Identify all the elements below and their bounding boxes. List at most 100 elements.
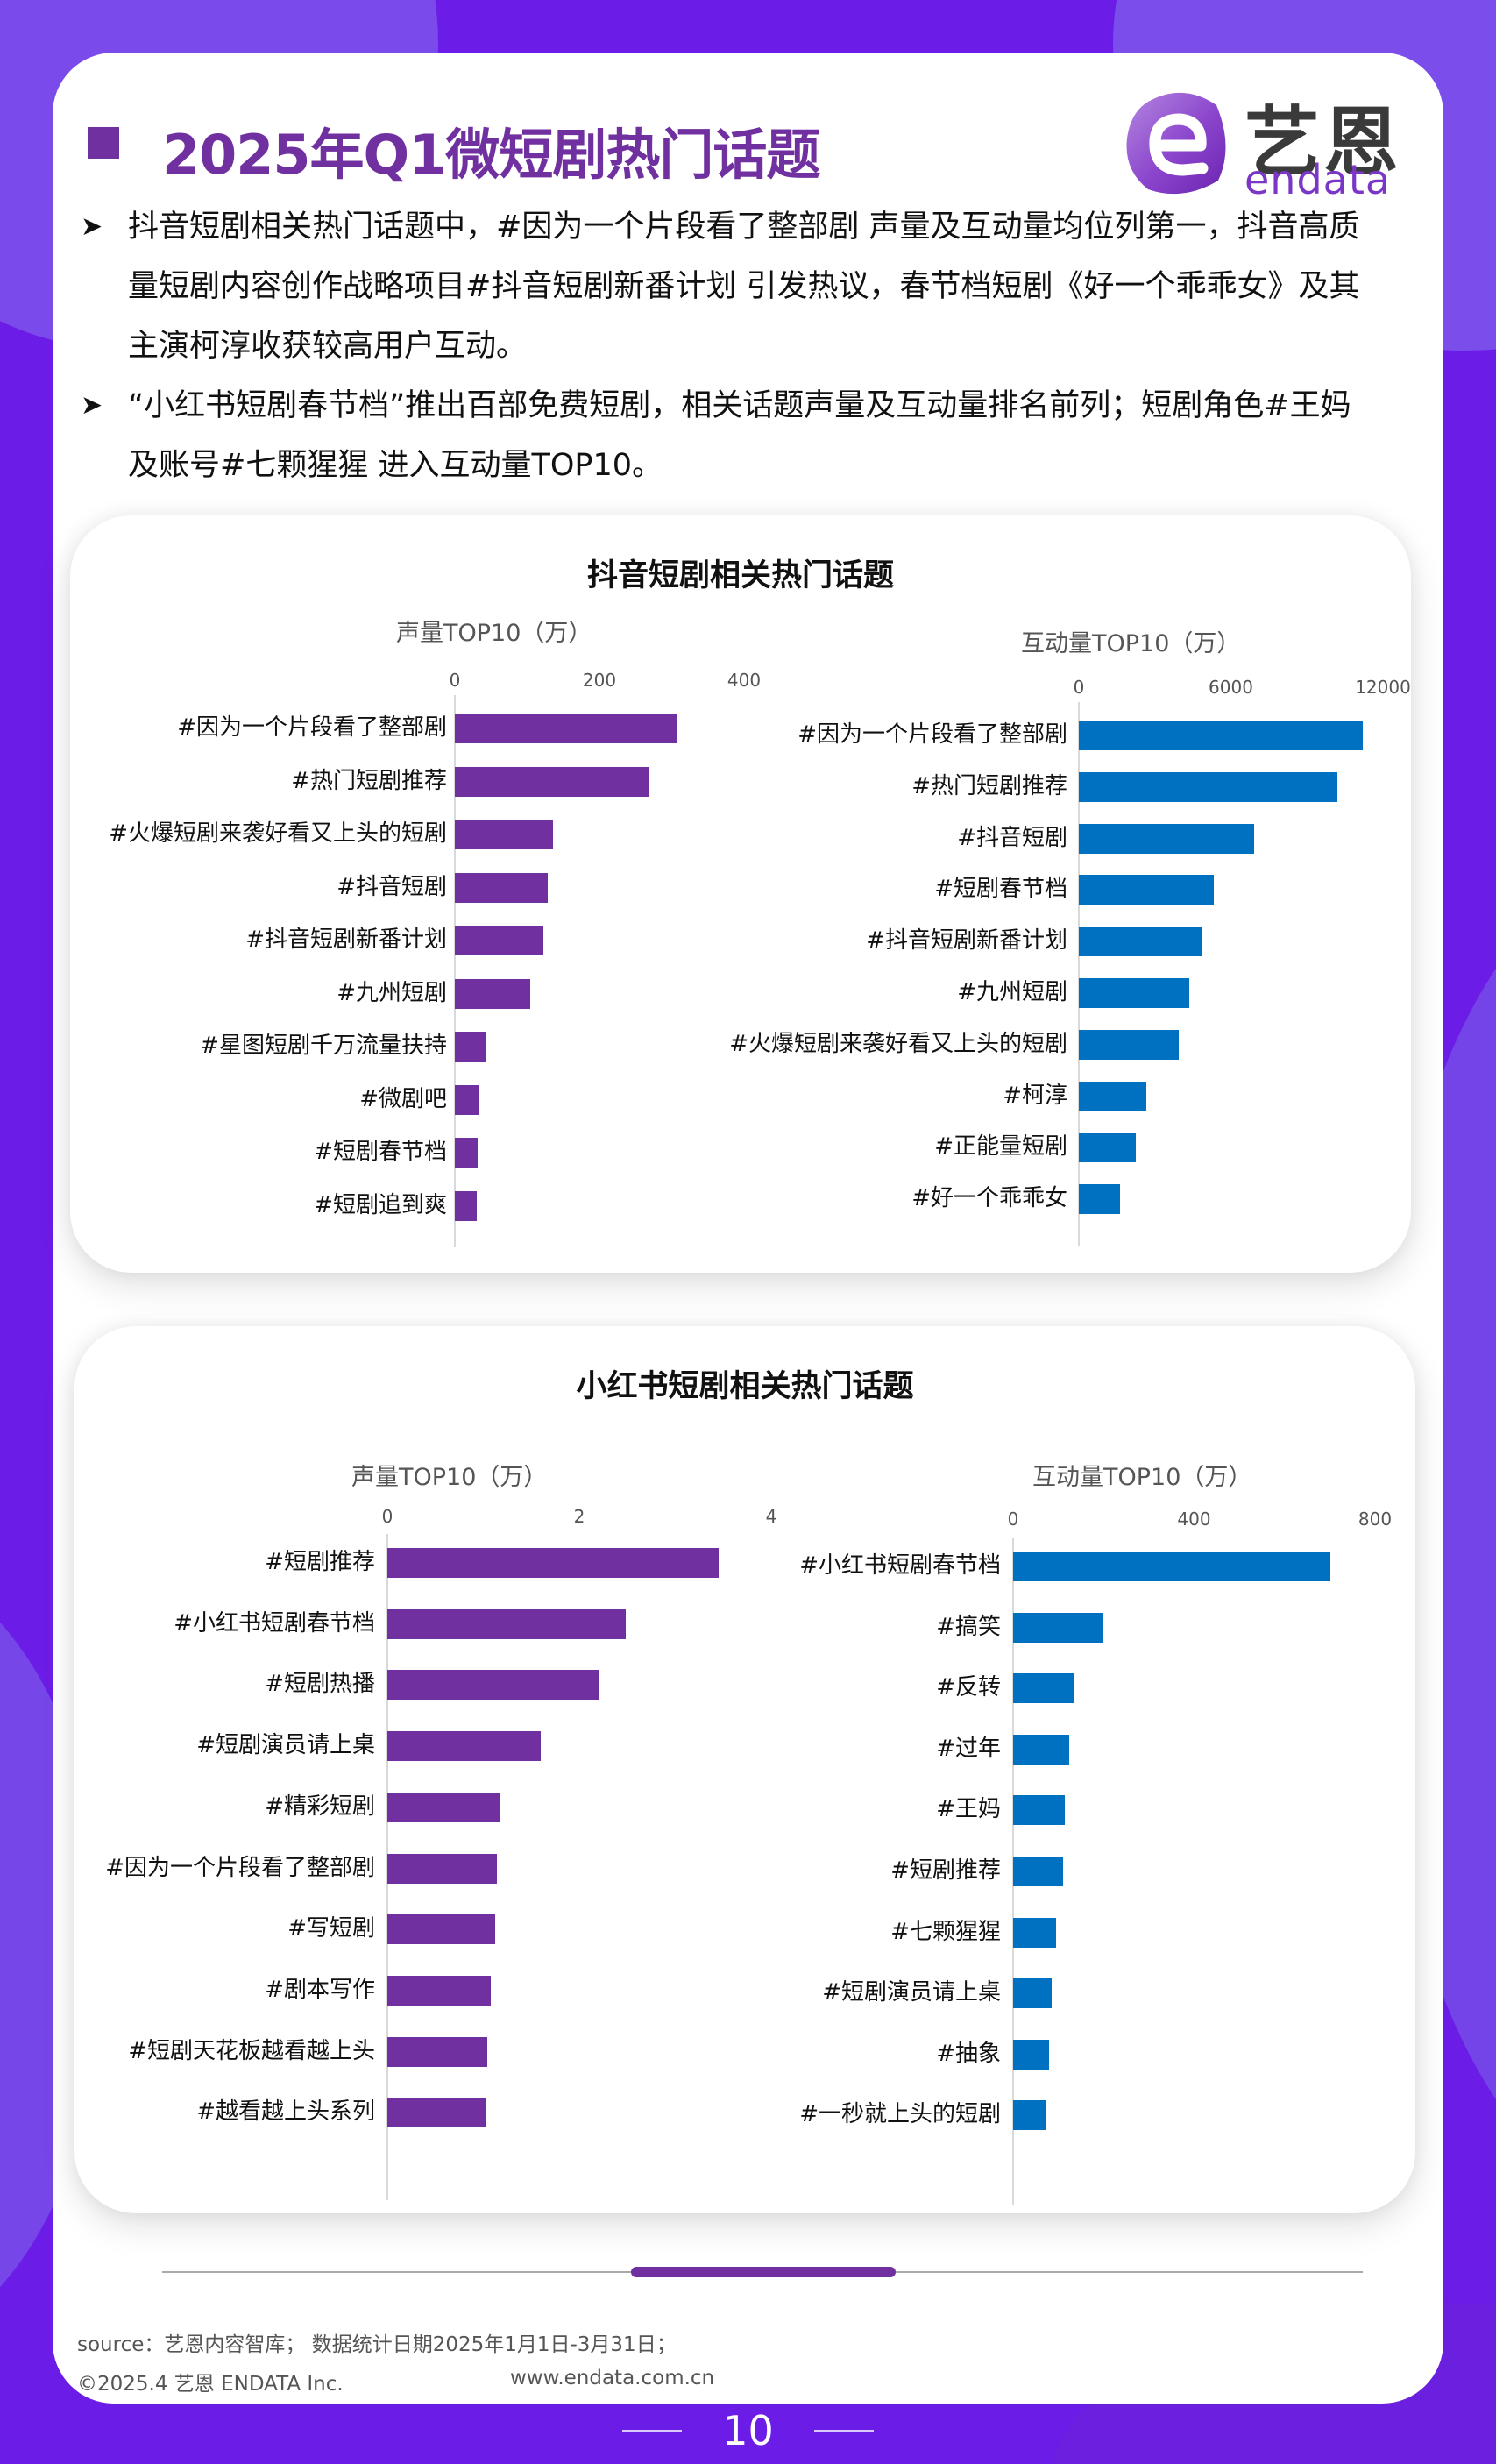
bar [387,1792,501,1822]
endata-e-icon [1126,92,1226,195]
bar-category-label: #柯淳 [1003,1082,1067,1109]
douyin-topics-card: 抖音短剧相关热门话题 声量TOP10（万） 0 200 400 #因为一个片段看了整部… [70,515,1411,1273]
bar [1079,721,1363,750]
bar-category-label: #一秒就上头的短剧 [799,2101,1001,2128]
bar [1079,927,1202,957]
bar [1013,1857,1064,1886]
page-number: 10 [722,2407,774,2454]
axis-tick-label: 0 [381,1506,393,1527]
summary-bullets: ➤ 抖音短剧相关热门话题中，#因为一个片段看了整部剧 声量及互动量均位列第一，抖… [81,197,1378,495]
footer-divider-accent [631,2267,896,2277]
bar [1013,2100,1046,2131]
axis-tick-label: 0 [449,670,461,691]
bar-category-label: #九州短剧 [957,979,1067,1005]
card-title: 抖音短剧相关热门话题 [586,558,894,593]
bar [1013,1917,1057,1948]
footer-url[interactable]: www.endata.com.cn [510,2367,715,2389]
endata-logo: 艺恩 endata [1122,86,1402,203]
page-number-area: 10 [0,2409,1496,2453]
bar-category-label: #九州短剧 [337,979,447,1006]
chart-subtitle: 互动量TOP10（万） [1021,630,1241,657]
bar [1079,1029,1180,1060]
footer-copyright: ©2025.4 艺恩 ENDATA Inc. [77,2373,344,2396]
bar [455,926,544,955]
bullet-text: 抖音短剧相关热门话题中，#因为一个片段看了整部剧 声量及互动量均位列第一，抖音高… [128,209,1360,364]
page-number-dash [622,2430,683,2432]
bar [387,1608,626,1639]
y-axis-line [1078,702,1080,1246]
bar-category-label: #短剧演员请上桌 [822,1979,1001,2006]
bar-category-label: #热门短剧推荐 [911,772,1067,799]
bar-category-label: #因为一个片段看了整部剧 [177,714,447,741]
bar-category-label: #短剧天花板越看越上头 [128,2037,375,2064]
bar [1079,875,1215,905]
axis-tick-label: 400 [1177,1509,1211,1530]
bar [1079,823,1255,854]
y-axis-line [454,695,456,1247]
bar-category-label: #短剧追到爽 [314,1191,447,1218]
bar [1079,771,1338,802]
bar-category-label: #反转 [936,1674,1001,1701]
douyin-interaction-chart: 互动量TOP10（万） 0 6000 12000 #因为一个片段看了整部剧 #热门短剧推… [70,515,1411,1273]
arrow-right-icon: ➤ [81,211,103,242]
bar [387,2036,487,2067]
bar [1013,1978,1053,2009]
bar-category-label: #小红书短剧春节档 [174,1609,375,1637]
axis-tick-label: 400 [727,670,762,691]
bar-category-label: #抖音短剧新番计划 [866,927,1067,955]
bar-category-label: #短剧推荐 [890,1857,1001,1884]
bar-category-label: #好一个乖乖女 [911,1185,1067,1212]
axis-tick-label: 2 [573,1506,585,1527]
bar-category-label: #短剧推荐 [265,1549,375,1575]
bar-category-label: #星图短剧千万流量扶持 [200,1033,447,1059]
logo-english-text: endata [1244,156,1392,203]
page-number-dash [813,2430,874,2432]
bar [455,820,554,849]
axis-tick-label: 6000 [1209,677,1253,698]
bar-category-label: #火爆短剧来袭好看又上头的短剧 [729,1030,1067,1057]
bar [1013,1795,1066,1826]
bar-category-label: #短剧春节档 [314,1139,447,1165]
bar [1079,1081,1147,1111]
footer-source: source：艺恩内容智库； 数据统计日期2025年1月1日-3月31日； [77,2333,677,2356]
bar-category-label: #火爆短剧来袭好看又上头的短剧 [109,820,447,847]
arrow-right-icon: ➤ [81,390,103,421]
bar-category-label: #王妈 [936,1796,1001,1823]
bar-category-label: #因为一个片段看了整部剧 [105,1854,375,1881]
bar-category-label: #七颗猩猩 [890,1918,1001,1945]
bar [387,1670,599,1701]
axis-tick-label: 4 [765,1506,777,1527]
bar [387,1731,542,1762]
axis-tick-label: 200 [582,670,617,691]
bar [455,714,677,743]
chart-subtitle: 声量TOP10（万） [396,620,592,647]
bar-category-label: #剧本写作 [265,1976,375,2003]
bar [387,1975,492,2006]
bar [455,1138,478,1168]
bar [1079,978,1190,1008]
bullet-item: ➤ “小红书短剧春节档”推出百部免费短剧，相关话题声量及互动量排名前列；短剧角色… [81,376,1378,495]
bar [455,1084,479,1115]
bar [1013,1612,1103,1643]
bar-category-label: #写短剧 [287,1915,375,1942]
douyin-volume-chart: 声量TOP10（万） 0 200 400 #因为一个片段看了整部剧 #热门短剧推荐 #火爆… [70,515,761,1273]
bar-category-label: #短剧春节档 [934,876,1067,903]
bar [1013,1552,1331,1581]
bar-category-label: #小红书短剧春节档 [799,1552,1001,1579]
bar-category-label: #热门短剧推荐 [291,767,447,794]
bar [1013,1673,1074,1704]
bar-category-label: #过年 [936,1735,1001,1762]
xhs-volume-chart: 声量TOP10（万） 0 2 4 #短剧推荐 #小红书短剧春节档 #短剧热播 #短剧演员请上… [74,1326,776,2213]
chart-subtitle: 声量TOP10（万） [351,1464,548,1491]
bar-category-label: #正能量短剧 [934,1133,1067,1161]
bar [455,978,530,1009]
bar-category-label: #抖音短剧 [337,873,447,900]
bar-category-label: #搞笑 [936,1613,1001,1640]
bar [455,1190,477,1221]
bar-category-label: #抖音短剧新番计划 [245,927,447,953]
page-title: 2025年Q1微短剧热门话题 [162,123,820,187]
bar [455,872,548,903]
bar [387,1914,495,1945]
xiaohongshu-topics-card: 小红书短剧相关热门话题 声量TOP10（万） 0 2 4 #短剧推荐 #小红书短剧春节档… [74,1326,1415,2213]
bar [455,1032,486,1062]
